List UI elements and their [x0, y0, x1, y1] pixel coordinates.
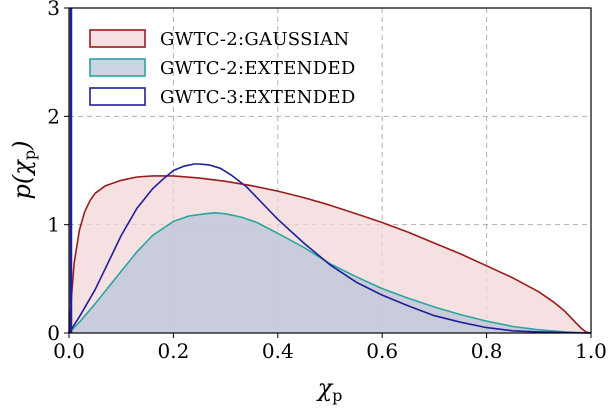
- x-tick-label: 0.4: [262, 339, 294, 363]
- y-tick-label: 0: [47, 321, 60, 345]
- y-tick-label: 1: [47, 213, 60, 237]
- y-axis-label: p(χp): [8, 141, 39, 200]
- x-tick-label: 0.2: [157, 339, 189, 363]
- y-tick-label: 3: [47, 0, 60, 20]
- legend-swatch-gwtc-3-extended: [89, 87, 146, 106]
- series-line-gwtc-3-extended: [68, 163, 592, 334]
- legend-label-gwtc-2-extended: GWTC-2:EXTENDED: [160, 58, 356, 79]
- tick-labels: 0.0 0.2 0.4 0.6 0.8 1.0 0 1 2 3: [47, 0, 607, 363]
- legend-label-gwtc-2-gaussian: GWTC-2:GAUSSIAN: [160, 29, 350, 50]
- x-axis-label-sub: p: [332, 386, 342, 405]
- y-axis-label-end: ): [8, 141, 36, 151]
- x-tick-label: 0.6: [366, 339, 398, 363]
- legend-label-gwtc-3-extended: GWTC-3:EXTENDED: [160, 87, 356, 108]
- y-axis-label-sub: p: [20, 150, 39, 160]
- y-axis-label-main: p(χ: [8, 159, 36, 200]
- x-tick-label: 1.0: [575, 339, 607, 363]
- legend: GWTC-2:GAUSSIAN GWTC-2:EXTENDED GWTC-3:EXT…: [89, 29, 356, 108]
- series-line-gwtc-2-extended: [68, 212, 592, 334]
- x-axis-label: χp: [316, 374, 343, 405]
- series-lines: [68, 8, 592, 334]
- axes-frame: [68, 7, 592, 334]
- y-tick-label: 2: [47, 104, 60, 128]
- x-tick-label: 0.0: [53, 339, 85, 363]
- x-axis-label-main: χ: [316, 374, 334, 402]
- axes: [68, 7, 592, 334]
- legend-swatch-gwtc-2-extended: [89, 58, 146, 77]
- x-tick-label: 0.8: [471, 339, 503, 363]
- series-fill-gwtc-2-extended: [69, 212, 591, 333]
- series-line-gwtc-2-gaussian: [68, 175, 592, 334]
- legend-swatch-gwtc-2-gaussian: [89, 29, 146, 48]
